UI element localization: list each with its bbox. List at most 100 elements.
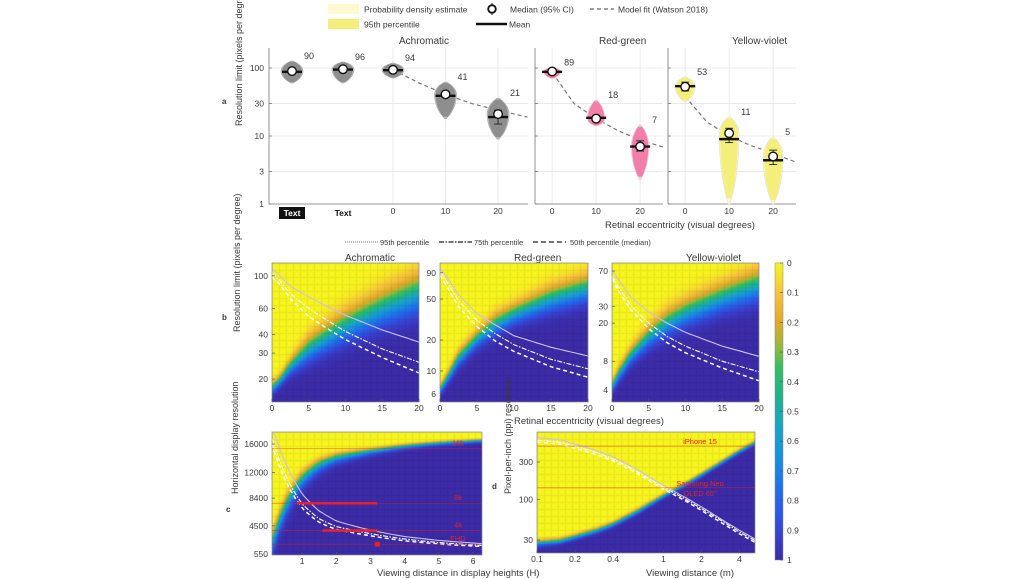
median-marker — [547, 66, 558, 77]
violin-p95-achromatic — [435, 83, 456, 117]
p95-curve-achromatic — [271, 268, 420, 343]
text-badge-label: Text — [284, 208, 301, 218]
p95-curve-ppi — [536, 436, 756, 540]
x-tick-label: 15 — [378, 403, 388, 413]
median-value-label: 21 — [510, 88, 520, 98]
x-tick-label: 0 — [610, 403, 615, 413]
legend-density-label: Probability density estimate — [364, 5, 468, 15]
median-value-label: 7 — [652, 115, 657, 125]
p95-curve-yellow-violet — [611, 269, 760, 357]
x-tick-label: 0 — [683, 206, 688, 216]
x-tick-label: 15 — [546, 403, 556, 413]
y-tick-label: 4500 — [249, 521, 268, 531]
x-tick-label: 4 — [737, 554, 742, 564]
y-tick-label: 20 — [259, 374, 269, 384]
panel-d-ylabel-text: Pixel-per-inch (ppi) resolution — [503, 377, 513, 494]
violin-p95-yellow-violet — [764, 138, 783, 201]
model-fit-line-achromatic — [392, 69, 528, 118]
x-tick-label: 2 — [699, 554, 704, 564]
x-tick-label: 20 — [754, 403, 764, 413]
colorbar-tick-label: 0.7 — [787, 466, 799, 476]
heatmap-ppi — [537, 432, 755, 553]
model-fit-line-yellow-violet — [689, 101, 797, 163]
reference-label: 4k — [454, 521, 462, 530]
x-tick-label: 1 — [661, 554, 666, 564]
x-tick-label: 20 — [635, 206, 645, 216]
panel-a-title-red-green: Red-green — [599, 36, 646, 47]
p95-curve-red-green — [439, 267, 589, 357]
legend-median-label: Median (95% CI) — [510, 5, 574, 15]
legend-p95-label: 95th percentile — [364, 20, 420, 30]
colorbar-tick-label: 0.9 — [787, 525, 799, 535]
display-point — [374, 541, 380, 547]
x-tick-label: 20 — [414, 403, 424, 413]
y-tick-label: 40 — [259, 330, 269, 340]
median-marker — [440, 89, 451, 100]
y-tick-label: 8400 — [249, 493, 268, 503]
x-tick-label: 20 — [583, 403, 593, 413]
x-tick-label: 10 — [591, 206, 601, 216]
panel-b-title-yellow-violet: Yellow-violet — [686, 253, 741, 264]
x-tick-label: 20 — [768, 206, 778, 216]
y-tick-label: 100 — [254, 271, 268, 281]
panel-b-ylabel-text: Resolution limit (pixels per degree) — [232, 193, 242, 332]
median-marker — [287, 66, 298, 77]
p50-curve-achromatic — [271, 276, 420, 374]
x-tick-label: 5 — [475, 403, 480, 413]
p75-curve-red-green — [439, 271, 589, 370]
y-tick-label: 12000 — [244, 468, 268, 478]
y-tick-label: 60 — [259, 304, 269, 314]
x-tick-label: 0 — [270, 403, 275, 413]
p75-curve-ppi — [536, 439, 756, 542]
panel-b-ylabel: Resolution limit (pixels per degree) — [232, 193, 242, 332]
x-tick-label: 5 — [646, 403, 651, 413]
reference-label: 8k — [454, 493, 462, 502]
median-marker — [724, 128, 735, 139]
colorbar-tick-label: 0.5 — [787, 407, 799, 417]
reference-label: 16k — [452, 439, 464, 448]
legend-panel-a: Probability density estimate 95th percen… — [328, 3, 708, 30]
reference-label-line2: QLED 65" — [683, 489, 717, 498]
panel-c-xlabel: Viewing distance in display heights (H) — [377, 568, 539, 579]
y-tick-label: 550 — [254, 549, 268, 559]
median-value-label: 96 — [355, 52, 365, 62]
p50-curve-yellow-violet — [611, 278, 760, 382]
x-tick-label: 0 — [391, 206, 396, 216]
y-tick-label: 1 — [259, 199, 264, 209]
plot-frame-display-resolution — [271, 431, 483, 556]
y-tick-label: 50 — [427, 294, 437, 304]
x-tick-label: 5 — [306, 403, 311, 413]
median-value-label: 11 — [741, 107, 750, 117]
panel-label-b: b — [222, 313, 227, 322]
colorbar-tick-label: 0.4 — [787, 377, 799, 387]
x-tick-label: 0.2 — [569, 554, 581, 564]
panel-label-a: a — [222, 97, 227, 106]
panel-a-ylabel-text: Resolution limit (pixels per degree) — [234, 0, 244, 126]
median-value-label: 89 — [564, 57, 574, 67]
y-tick-label: 6 — [431, 389, 436, 399]
median-marker — [387, 64, 398, 75]
panel-a-title-achromatic: Achromatic — [399, 36, 449, 47]
x-tick-label: 0 — [438, 403, 443, 413]
median-value-label: 41 — [458, 72, 468, 82]
heatmap-achromatic — [272, 263, 419, 402]
x-tick-label: 10 — [724, 206, 734, 216]
y-tick-label: 8 — [603, 356, 608, 366]
x-tick-label: 15 — [718, 403, 728, 413]
panel-label-c: c — [226, 505, 231, 514]
median-marker — [591, 113, 602, 124]
y-tick-label: 70 — [599, 266, 609, 276]
p75-curve-display-resolution — [271, 438, 483, 546]
x-tick-label: 10 — [441, 206, 451, 216]
reference-label: Samsung Neo — [676, 479, 724, 488]
median-marker — [338, 64, 349, 75]
median-marker — [768, 151, 779, 162]
y-tick-label: 4 — [603, 385, 608, 395]
y-tick-label: 16000 — [244, 439, 268, 449]
legend-panel-b: 95th percentile 75th percentile 50th per… — [345, 238, 651, 247]
reference-label: iPhone 15 — [683, 437, 717, 446]
panel-label-d: d — [492, 482, 497, 491]
p95-swatch — [328, 19, 359, 29]
panel-c-ylabel-text: Horizontal display resolution — [230, 381, 240, 494]
